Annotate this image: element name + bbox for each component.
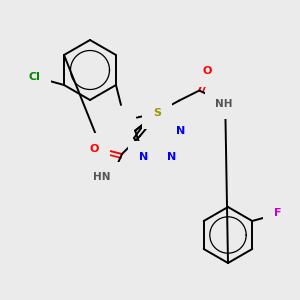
Text: NH: NH	[215, 99, 233, 109]
Text: F: F	[274, 208, 282, 218]
Text: N: N	[139, 152, 148, 162]
Text: N: N	[176, 126, 185, 136]
Text: HN: HN	[93, 172, 111, 182]
Text: Cl: Cl	[28, 72, 40, 82]
Text: O: O	[202, 66, 212, 76]
Text: N: N	[167, 152, 177, 162]
Text: S: S	[153, 108, 161, 118]
Text: O: O	[89, 144, 99, 154]
